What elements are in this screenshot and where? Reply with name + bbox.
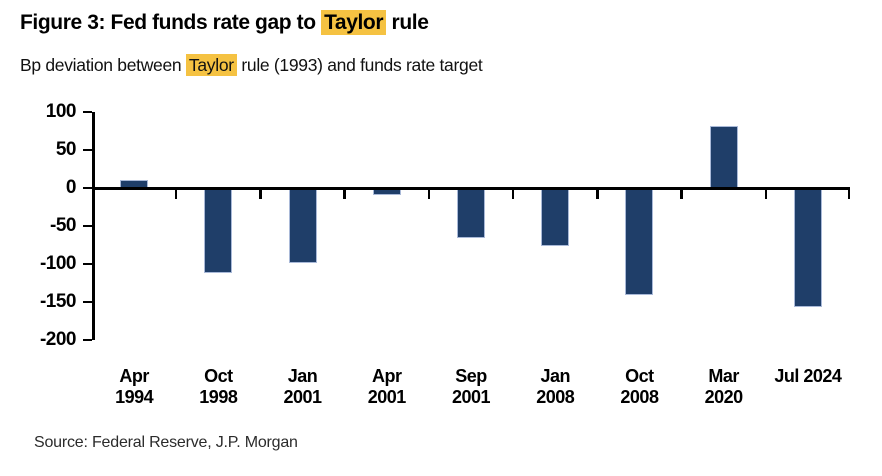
y-axis-tick (83, 110, 92, 114)
x-category-label-oct-1998: Oct 1998 (172, 366, 264, 408)
y-axis-tick-label: 50 (55, 139, 77, 160)
x-axis-tick (174, 190, 178, 199)
x-category-label-line: 2001 (367, 387, 407, 407)
x-category-label-line: 1998 (199, 387, 238, 407)
x-axis-tick (596, 190, 599, 199)
x-axis-tick (343, 190, 346, 199)
figure-title: Figure 3: Fed funds rate gap to Taylor r… (20, 10, 429, 35)
x-category-label-apr-1994: Apr 1994 (88, 366, 180, 408)
bar-jan-2008 (541, 189, 570, 246)
x-category-label-jan-2008: Jan 2008 (509, 366, 601, 408)
y-axis-tick-label: -200 (39, 329, 77, 350)
bar-jul-2024 (793, 189, 822, 307)
x-axis-tick (847, 190, 850, 199)
figure-subtitle-text-tail: rule (1993) and funds rate target (236, 55, 483, 75)
x-category-label-line: 1994 (115, 387, 154, 407)
bar-oct-1998 (204, 189, 233, 273)
bar-sep-2001 (457, 189, 485, 238)
x-category-label-line: Apr (119, 366, 149, 386)
y-axis-tick (83, 148, 92, 152)
y-axis-tick (83, 300, 92, 304)
y-axis-tick (83, 338, 92, 342)
bar-jan-2001 (288, 189, 317, 263)
y-axis-tick-label: 100 (45, 101, 77, 122)
x-category-label-line: Oct (625, 366, 654, 386)
x-axis-tick (764, 190, 768, 199)
x-axis-tick (427, 190, 431, 199)
x-category-label-line: 2020 (704, 387, 744, 407)
bar-oct-2008 (625, 189, 654, 296)
x-category-label-line: Mar (708, 366, 739, 386)
x-category-label-line: Apr (372, 366, 402, 386)
x-category-label-jul-2024: Jul 2024 (762, 366, 854, 387)
y-axis-tick-label: 0 (65, 177, 77, 198)
x-category-label-line: 2008 (620, 387, 659, 407)
x-category-label-line: Oct (204, 366, 233, 386)
y-axis-tick-label: -50 (50, 215, 76, 236)
x-category-label-apr-2001: Apr 2001 (341, 366, 433, 408)
y-axis-tick-label: -150 (39, 291, 77, 312)
y-axis-tick-label: -100 (39, 253, 77, 274)
x-axis-zero-line (92, 187, 850, 190)
figure-subtitle-text: Bp deviation between (20, 55, 186, 75)
x-axis-tick (680, 190, 683, 199)
x-category-label-sep-2001: Sep 2001 (425, 366, 517, 408)
y-axis-line (92, 112, 95, 340)
y-axis-tick (83, 186, 92, 190)
x-axis-tick (511, 190, 515, 199)
x-category-label-line: 2001 (451, 387, 491, 407)
taylor-highlight: Taylor (321, 10, 387, 35)
y-axis-tick (83, 224, 92, 228)
figure-title-text: Figure 3: Fed funds rate gap to (20, 11, 322, 34)
chart-plot-area: 100 50 0 -50 -100 -150 -200 Apr 1994 Oct 1998 Jan 20… (40, 101, 850, 407)
source-note: Source: Federal Reserve, J.P. Morgan (34, 434, 298, 451)
x-axis-tick (259, 190, 262, 199)
x-category-label-line: Jul 2024 (774, 366, 842, 386)
x-category-label-mar-2020: Mar 2020 (678, 366, 770, 408)
x-category-label-line: Jan (540, 366, 570, 386)
figure-title-text-tail: rule (386, 11, 429, 34)
y-axis-tick (83, 262, 92, 266)
x-category-label-jan-2001: Jan 2001 (257, 366, 349, 408)
x-category-label-line: Sep (455, 366, 487, 386)
x-category-label-oct-2008: Oct 2008 (593, 366, 685, 408)
x-category-label-line: 2001 (283, 387, 323, 407)
x-category-label-line: 2008 (536, 387, 575, 407)
x-category-label-line: Jan (287, 366, 318, 386)
bar-mar-2020 (709, 125, 738, 190)
figure-subtitle: Bp deviation between Taylor rule (1993) … (20, 54, 483, 76)
taylor-highlight-subtitle: Taylor (185, 54, 237, 76)
